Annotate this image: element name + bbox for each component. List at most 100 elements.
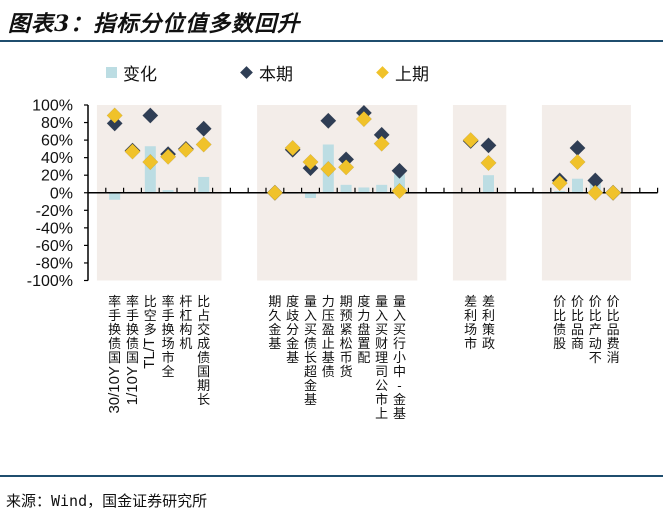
x-tick-label-part: 机 [179, 337, 193, 352]
x-tick-label-part: 不 [588, 351, 602, 366]
x-tick-label-part: 差 [481, 295, 495, 310]
current-point [195, 120, 212, 137]
change-bar [358, 187, 370, 193]
x-tick-label: 基金分歧度 [285, 296, 301, 366]
x-tick-label-part: 比 [570, 309, 584, 324]
y-tick-label: 80% [41, 115, 73, 132]
current-point [142, 107, 159, 124]
current-point [569, 139, 586, 157]
y-tick-label: -100% [27, 273, 73, 290]
chart-title: 图表3：指标分位值多数回升 [8, 11, 301, 37]
previous-point [320, 160, 337, 178]
previous-point [142, 153, 159, 171]
x-tick-label-part: 价 [570, 295, 584, 310]
x-tick-label-part: 债 [197, 351, 211, 366]
x-tick-label-part: 力 [321, 295, 335, 310]
x-tick-label-part: 比 [143, 295, 157, 310]
x-tick-label: 货币松紧预期 [338, 296, 354, 380]
x-tick-label-part: 行 [392, 337, 406, 352]
previous-point [480, 154, 497, 172]
x-tick-label-part: 价 [588, 295, 602, 310]
previous-point [604, 184, 622, 201]
x-tick-label-part: - [397, 379, 402, 394]
x-tick-label-part: 置 [357, 337, 371, 352]
legend-previous-label: 上期 [395, 65, 429, 85]
x-tick-label-part: 换 [108, 323, 122, 338]
x-tick-label-part: 公 [375, 379, 389, 394]
change-bar [340, 184, 352, 193]
x-tick-label-part: 产 [588, 323, 602, 338]
legend-change-label: 变化 [123, 65, 157, 85]
x-tick-label: TL/T 多空比 [141, 295, 158, 369]
x-tick-label: 30/10Y 国债换手率 [106, 295, 123, 414]
x-tick-label-part: 长 [197, 393, 211, 408]
x-tick-label-part: 基 [268, 337, 282, 352]
x-tick-label: 全市场换手率 [160, 296, 176, 380]
x-tick-label-part: 量 [303, 295, 317, 310]
x-tick-label-part: 场 [161, 337, 175, 352]
x-tick-label-part: 率 [125, 295, 139, 310]
x-tick-label-part: 度 [286, 295, 300, 310]
x-tick-label-part: 预 [339, 309, 353, 324]
change-bar [572, 178, 583, 193]
x-tick-label: 配置盘力度 [356, 296, 372, 366]
x-tick-label-part: 量 [375, 295, 389, 310]
x-tick-label-part: 政 [481, 337, 495, 352]
x-tick-label-part: 债 [108, 337, 122, 352]
previous-point [569, 153, 586, 171]
change-bar [554, 190, 566, 193]
previous-point [195, 136, 212, 153]
x-tick-label-part: 金 [392, 393, 406, 408]
x-tick-label-part: 利 [464, 309, 478, 324]
x-tick-label: 基金-中小行买入量 [392, 296, 408, 422]
source-note: 来源：Wind，国金证券研究所 [6, 492, 208, 510]
x-tick-label-part: 1/10Y [123, 366, 141, 406]
x-tick-label-part: 理 [375, 351, 389, 366]
x-tick-label-part: 司 [375, 365, 389, 380]
x-tick-label: 基金久期 [267, 296, 283, 352]
previous-point [462, 131, 479, 149]
x-tick-label-part: 价 [553, 295, 567, 310]
x-tick-label-part: 市 [464, 337, 478, 352]
x-tick-label-part: 策 [481, 323, 495, 338]
x-tick-label-part: 基 [321, 351, 335, 366]
x-tick-label-part: 比 [197, 295, 211, 310]
x-tick-label-part: 空 [143, 309, 157, 324]
x-tick-label-part: 手 [125, 309, 139, 324]
y-tick-label: -40% [36, 220, 73, 237]
x-tick-label: 债基止盈压力 [320, 296, 336, 380]
y-tick-label: 60% [41, 133, 73, 150]
title-rule [0, 40, 663, 42]
x-tick-label-part: 交 [197, 323, 211, 338]
y-tick-label: 0% [50, 185, 73, 202]
x-tick-label-part: 基 [392, 407, 406, 422]
x-tick-label-part: 买 [375, 323, 389, 338]
previous-point [373, 135, 390, 152]
previous-point [391, 182, 408, 200]
current-point [480, 137, 497, 154]
x-tick-label-part: 动 [588, 337, 602, 352]
previous-point [177, 141, 195, 158]
x-tick-label-part: 债 [303, 337, 317, 352]
legend-change: 变化 [106, 60, 157, 85]
x-tick-label-part: 力 [357, 309, 371, 324]
current-point [587, 172, 604, 189]
x-tick-label: 消费品比价 [605, 296, 621, 366]
previous-point [587, 184, 604, 201]
x-tick-label-part: 止 [321, 337, 335, 352]
previous-point [284, 139, 301, 157]
x-tick-label-part: 盈 [321, 323, 335, 338]
x-tick-label: 不动产比价 [587, 296, 603, 366]
x-tick-label-part: 率 [108, 295, 122, 310]
change-bar [162, 190, 174, 193]
previous-point [106, 107, 123, 124]
x-tick-label: 政策利差 [481, 296, 497, 352]
x-tick-label-part: 国 [125, 351, 139, 366]
x-tick-label-part: 债 [125, 337, 139, 352]
previous-point [302, 153, 319, 171]
x-tick-label-part: 债 [321, 365, 335, 380]
current-point [391, 162, 408, 179]
previous-point [337, 159, 355, 176]
x-tick-label-part: 入 [392, 309, 406, 324]
